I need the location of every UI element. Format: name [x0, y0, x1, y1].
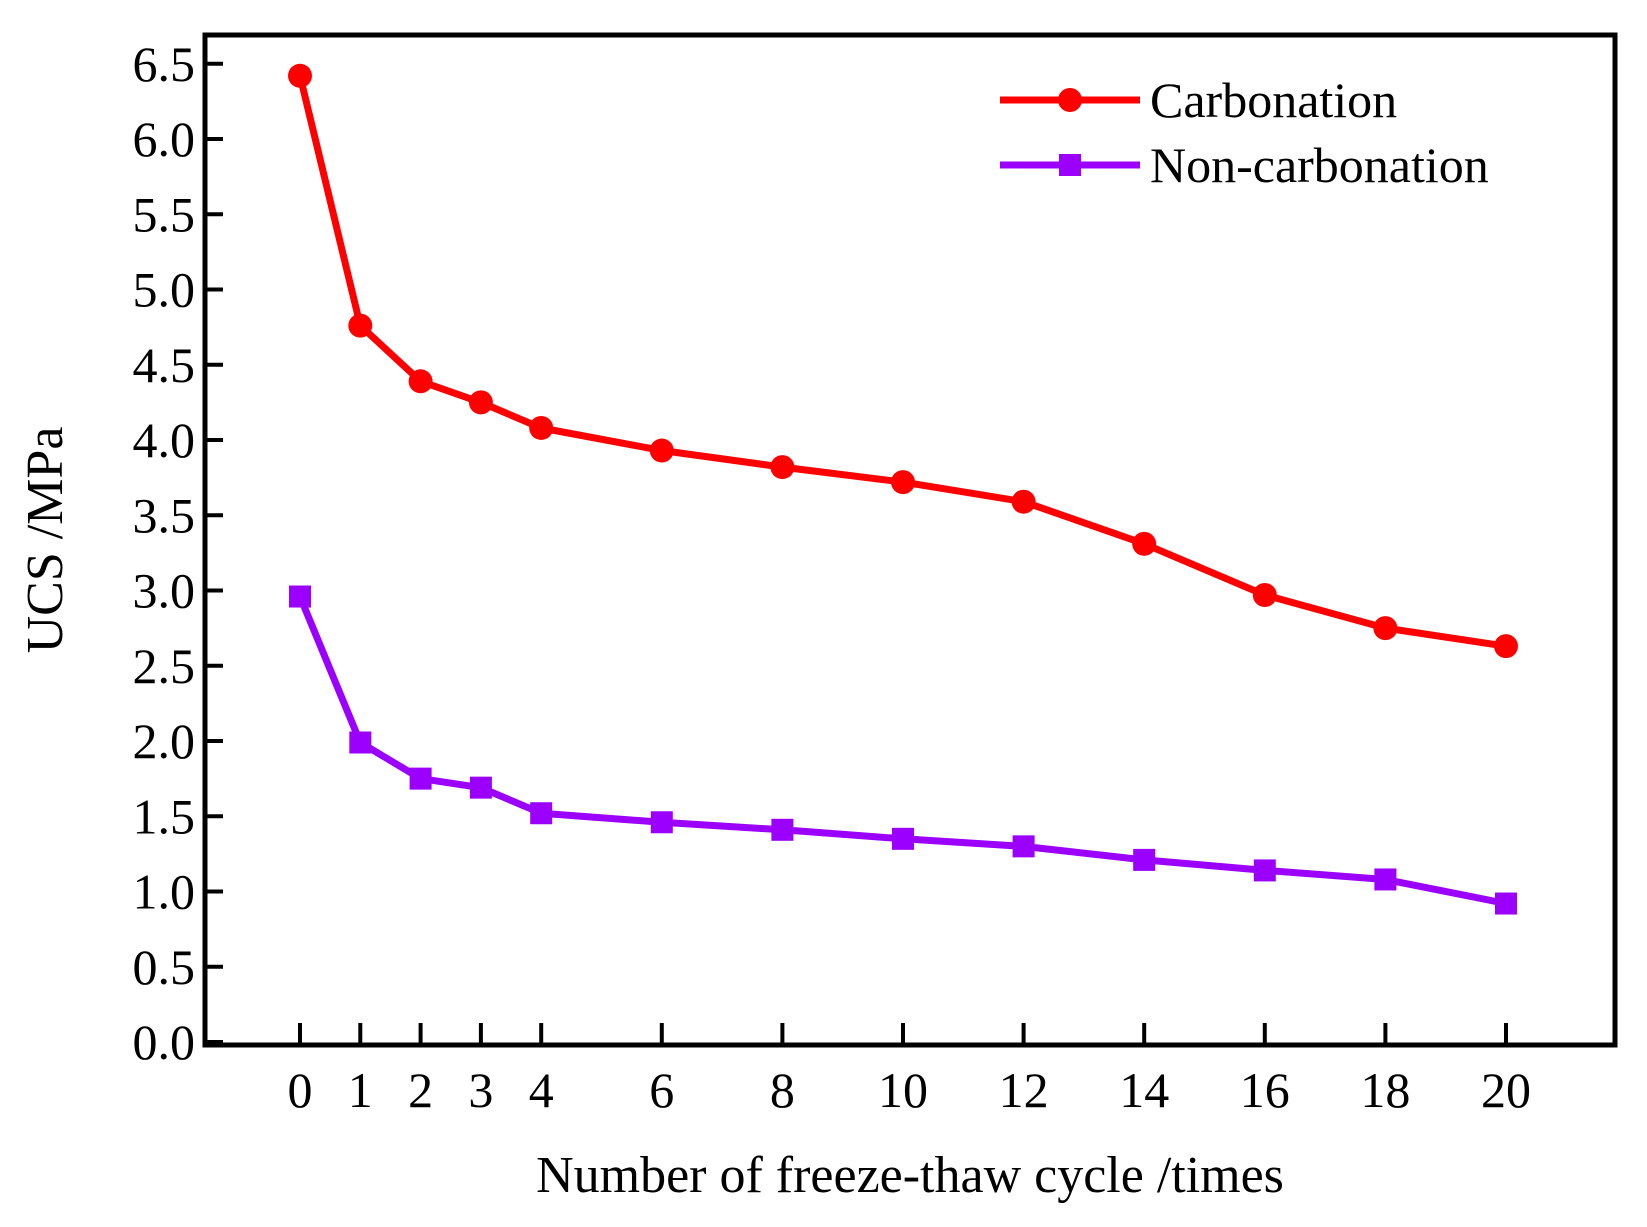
- y-tick-label: 5.0: [133, 262, 196, 318]
- y-tick-label: 6.0: [133, 111, 196, 167]
- x-tick-label: 2: [408, 1062, 433, 1118]
- data-point: [408, 369, 433, 394]
- y-tick-label: 2.5: [133, 638, 196, 694]
- legend: Carbonation Non-carbonation: [1000, 72, 1489, 193]
- data-point: [469, 776, 492, 799]
- data-point: [1252, 583, 1277, 608]
- y-tick-label: 1.0: [133, 864, 196, 920]
- x-tick-label: 8: [770, 1062, 795, 1118]
- y-tick-label: 3.0: [133, 563, 196, 619]
- x-tick-label: 20: [1481, 1062, 1531, 1118]
- x-tick-label: 6: [649, 1062, 674, 1118]
- data-point: [1494, 634, 1518, 659]
- legend-marker: [1058, 88, 1082, 112]
- data-point: [1133, 848, 1156, 871]
- x-axis-ticks: 0 1 2 3 4 6 8 10 12 14 16 18 20: [288, 1023, 1531, 1118]
- data-point: [1253, 859, 1276, 882]
- data-point: [289, 585, 311, 608]
- data-point: [468, 390, 493, 415]
- data-point: [529, 415, 554, 440]
- series-line: [296, 595, 1507, 907]
- x-tick-label: 3: [468, 1062, 493, 1118]
- data-point: [650, 811, 673, 834]
- y-tick-label: 4.5: [133, 337, 196, 393]
- y-tick-label: 5.5: [133, 186, 196, 242]
- x-tick-label: 4: [529, 1062, 554, 1118]
- y-tick-label: 4.0: [133, 412, 196, 468]
- data-point: [771, 818, 794, 841]
- data-point: [649, 438, 674, 463]
- data-point: [409, 767, 432, 790]
- data-point: [1012, 835, 1035, 858]
- x-axis-title: Number of freeze-thaw cycle /times: [536, 1147, 1284, 1204]
- y-axis-ticks: 0.0 0.5 1.0 1.5 2.0 2.5 3.0 3.5 4.0 4.5 5.0 5.5 6.0 6…: [133, 36, 223, 1070]
- x-tick-label: 0: [288, 1062, 313, 1118]
- legend-label: Non-carbonation: [1150, 137, 1489, 193]
- series-carbonation: [288, 63, 1518, 659]
- legend-item: Non-carbonation: [1000, 137, 1489, 193]
- plot-frame: [202, 32, 1618, 1048]
- y-tick-label: 0.0: [133, 1014, 196, 1070]
- legend-marker: [1059, 154, 1081, 176]
- data-point: [770, 455, 795, 480]
- x-tick-label: 14: [1119, 1062, 1169, 1118]
- y-tick-label: 3.5: [133, 487, 196, 543]
- data-point: [1011, 489, 1036, 514]
- x-tick-label: 18: [1360, 1062, 1410, 1118]
- data-point: [349, 731, 372, 754]
- y-tick-label: 2.0: [133, 713, 196, 769]
- x-tick-label: 12: [999, 1062, 1049, 1118]
- y-tick-label: 1.5: [133, 788, 196, 844]
- data-point: [288, 63, 312, 88]
- data-point: [892, 827, 914, 850]
- series-layer: [288, 63, 1518, 915]
- y-tick-label: 6.5: [133, 36, 196, 92]
- data-point: [1495, 892, 1517, 915]
- x-tick-label: 10: [878, 1062, 928, 1118]
- x-tick-label: 16: [1240, 1062, 1290, 1118]
- data-point: [1373, 616, 1398, 641]
- series-non-carbonation: [289, 585, 1517, 915]
- y-axis-title: UCS /MPa: [17, 427, 74, 654]
- data-point: [348, 313, 373, 338]
- legend-label: Carbonation: [1150, 72, 1397, 128]
- data-point: [1374, 868, 1397, 891]
- x-tick-label: 1: [348, 1062, 373, 1118]
- legend-item: Carbonation: [1000, 72, 1397, 128]
- data-point: [891, 470, 915, 495]
- data-point: [1132, 531, 1157, 556]
- y-tick-label: 0.5: [133, 939, 196, 995]
- data-point: [530, 802, 553, 825]
